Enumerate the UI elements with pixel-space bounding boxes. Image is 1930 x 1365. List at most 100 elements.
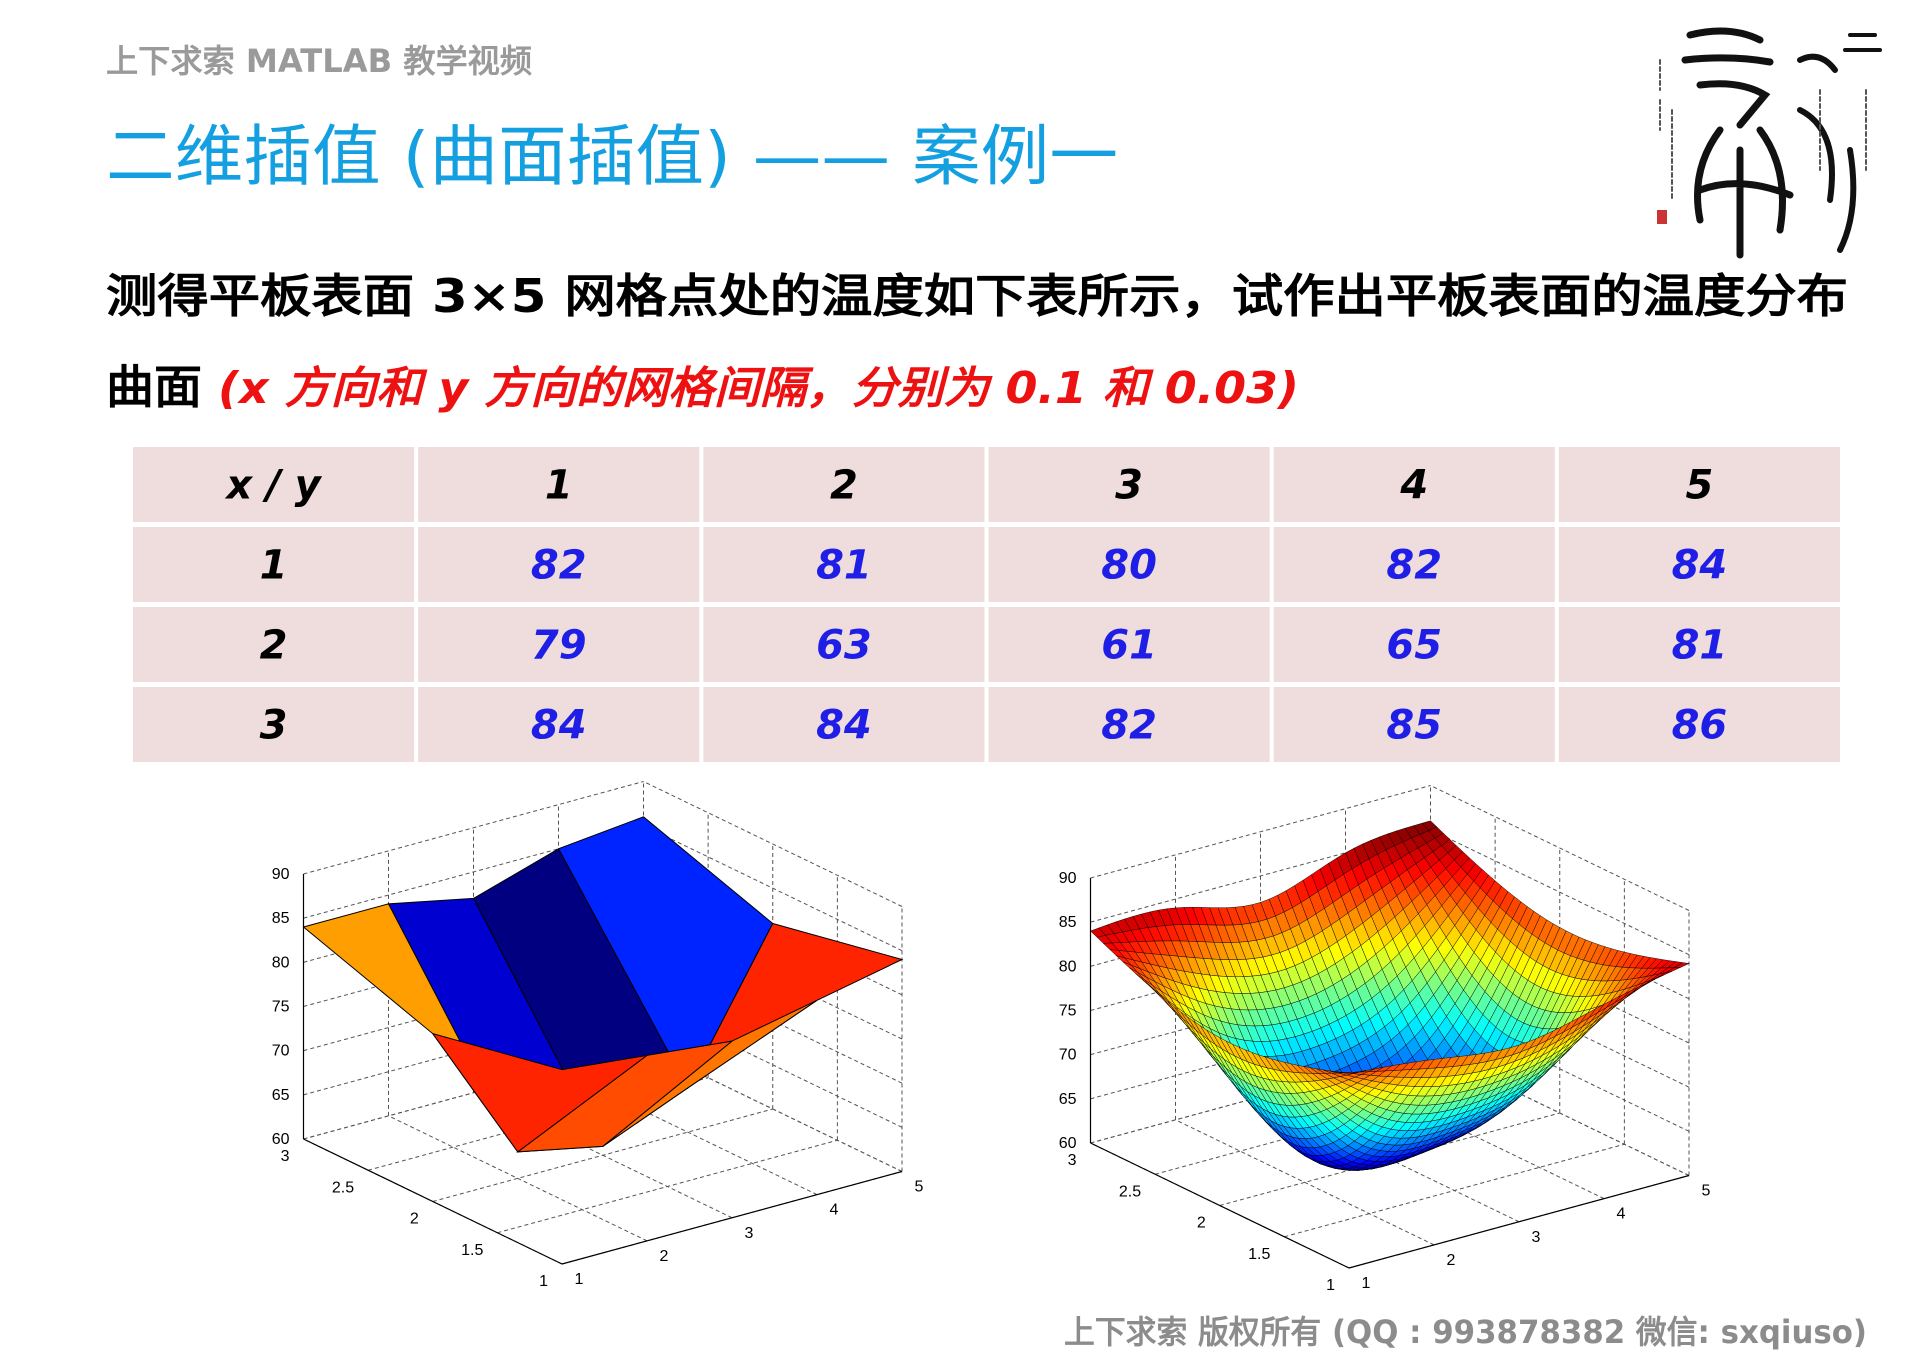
table-cell xyxy=(1558,607,1840,682)
table-value: 63 xyxy=(816,623,872,669)
z-tick-label: 60 xyxy=(1059,1135,1077,1152)
x-tick-label: 4 xyxy=(1617,1206,1626,1223)
y-tick-label: 3 xyxy=(281,1148,290,1165)
surface-facet xyxy=(431,1032,648,1153)
table-value: 85 xyxy=(1386,703,1442,749)
y-tick-label: 1.5 xyxy=(461,1242,483,1259)
grid-line xyxy=(303,781,644,875)
table-value: 61 xyxy=(1101,623,1157,669)
seal-logo xyxy=(1657,27,1882,259)
grid-line xyxy=(1284,1143,1625,1238)
z-tick-label: 85 xyxy=(1059,914,1077,931)
table-header: 5 xyxy=(1685,463,1713,509)
row-label: 1 xyxy=(260,543,288,589)
x-axis xyxy=(1348,1174,1690,1269)
table-cell xyxy=(1273,447,1555,522)
grid-line xyxy=(388,1115,648,1242)
row-label: 3 xyxy=(260,703,288,749)
y-tick-label: 2 xyxy=(1197,1215,1206,1232)
y-tick-label: 1.5 xyxy=(1248,1246,1270,1263)
surface-facet xyxy=(1342,1071,1358,1074)
table-cell xyxy=(418,687,700,762)
table-cell xyxy=(988,527,1270,602)
z-tick-label: 70 xyxy=(1059,1047,1077,1064)
table-cell xyxy=(1558,527,1840,602)
grid-line xyxy=(303,825,644,919)
table-header: 1 xyxy=(545,463,573,509)
z-tick-label: 75 xyxy=(1059,1003,1077,1020)
table-value: 84 xyxy=(531,703,587,749)
table-cell xyxy=(988,607,1270,682)
z-tick-label: 65 xyxy=(272,1087,290,1104)
text-note: (x 方向和 y 方向的网格间隔，分别为 0.1 和 0.03) xyxy=(218,363,1299,414)
table-cell xyxy=(703,607,985,682)
grid-line xyxy=(303,1046,644,1140)
table-value: 82 xyxy=(1101,703,1157,749)
table-cell xyxy=(1273,527,1555,602)
text-line: 曲面 xyxy=(106,360,202,414)
grid-line xyxy=(432,1108,773,1202)
y-axis xyxy=(303,1138,563,1265)
table-header: 3 xyxy=(1115,463,1143,509)
y-axis xyxy=(1090,1142,1350,1269)
table-cell xyxy=(703,527,985,602)
x-tick-label: 5 xyxy=(1702,1183,1711,1200)
table-cell xyxy=(418,527,700,602)
x-tick-label: 1 xyxy=(1362,1275,1371,1292)
y-tick-label: 1 xyxy=(539,1273,548,1290)
table-cell xyxy=(1558,447,1840,522)
table-value: 80 xyxy=(1101,543,1157,589)
x-tick-label: 1 xyxy=(575,1271,584,1288)
y-tick-label: 1 xyxy=(1326,1277,1335,1294)
table-header: x / y xyxy=(224,463,322,509)
grid-line xyxy=(497,1139,838,1234)
interpolated-surface xyxy=(1090,820,1690,1171)
y-tick-label: 3 xyxy=(1068,1152,1077,1169)
header-title: 上下求索 MATLAB 教学视频 xyxy=(106,42,532,80)
x-tick-label: 2 xyxy=(1447,1252,1456,1269)
grid-line xyxy=(1090,829,1431,923)
table-cell xyxy=(133,607,415,682)
table-cell xyxy=(133,447,415,522)
z-tick-label: 80 xyxy=(1059,958,1077,975)
footer: 上下求索 版权所有 (QQ : 993878382 微信: sxqiuso) xyxy=(1064,1313,1867,1351)
x-tick-label: 3 xyxy=(745,1225,754,1242)
slide-title: 二维插值 (曲面插值) —— 案例一 xyxy=(106,118,1118,195)
z-tick-label: 70 xyxy=(272,1043,290,1060)
x-tick-label: 3 xyxy=(1532,1229,1541,1246)
table-cell xyxy=(1273,687,1555,762)
grid-line xyxy=(1430,785,1690,911)
z-tick-label: 90 xyxy=(272,866,290,883)
row-label: 2 xyxy=(260,623,288,669)
table-value: 81 xyxy=(1672,623,1728,669)
y-tick-label: 2.5 xyxy=(332,1179,354,1196)
grid-line xyxy=(1090,785,1431,879)
table-header: 2 xyxy=(830,463,858,509)
z-tick-label: 60 xyxy=(272,1131,290,1148)
y-tick-label: 2 xyxy=(410,1211,419,1228)
table-value: 65 xyxy=(1386,623,1442,669)
table-cell xyxy=(1273,607,1555,682)
table-header: 4 xyxy=(1399,463,1428,509)
table-value: 79 xyxy=(531,623,587,669)
grid-line xyxy=(1430,829,1690,956)
table-value: 84 xyxy=(1672,543,1728,589)
x-axis xyxy=(561,1170,903,1265)
z-tick-label: 90 xyxy=(1059,870,1077,887)
table-value: 81 xyxy=(816,543,872,589)
grid-line xyxy=(643,825,903,952)
table-cell xyxy=(133,687,415,762)
table-cell xyxy=(988,687,1270,762)
table-value: 84 xyxy=(816,703,872,749)
table-cell xyxy=(703,447,985,522)
z-tick-label: 65 xyxy=(1059,1091,1077,1108)
table-cell xyxy=(418,607,700,682)
table-value: 82 xyxy=(1386,543,1442,589)
table-value: 82 xyxy=(531,543,587,589)
grid-line xyxy=(1175,1119,1435,1246)
text-line: 测得平板表面 3×5 网格点处的温度如下表所示，试作出平板表面的温度分布 xyxy=(106,269,1848,323)
table-cell xyxy=(703,687,985,762)
